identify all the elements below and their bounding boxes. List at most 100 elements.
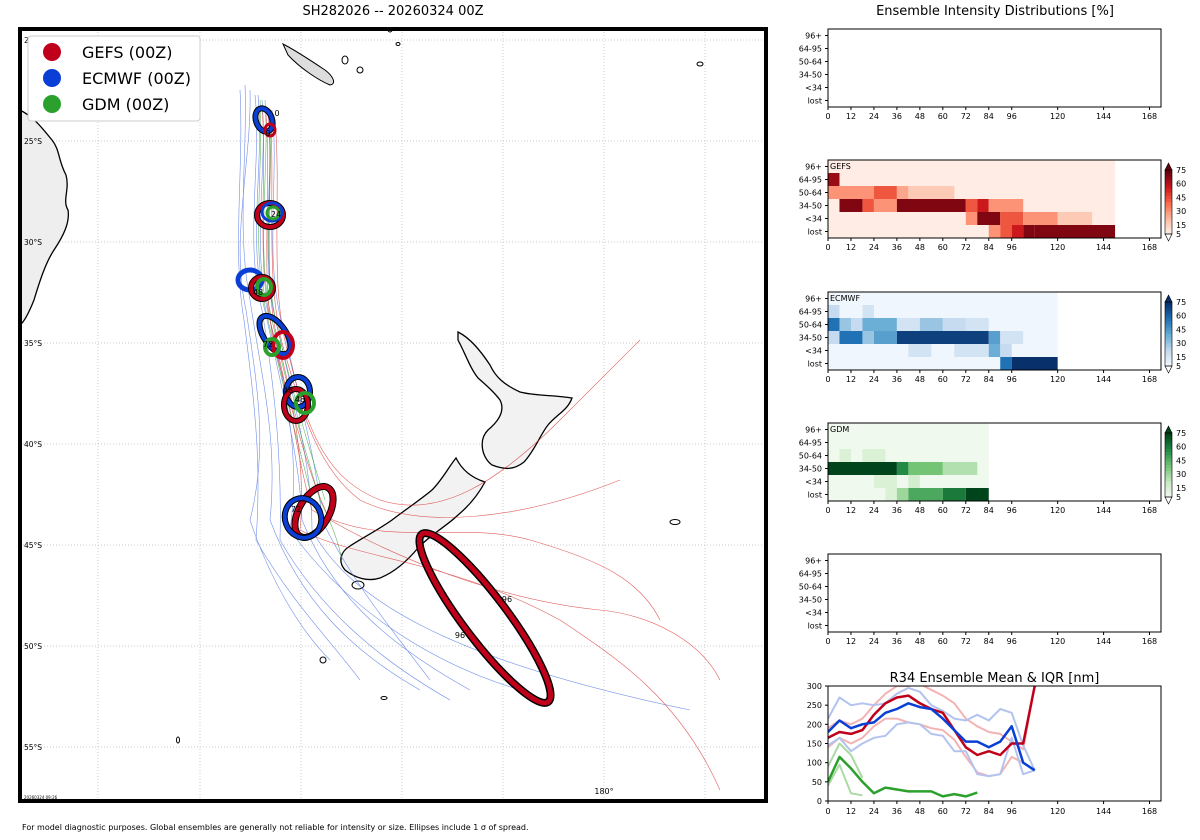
heat-cell — [828, 186, 851, 199]
label-96h-b: 96 — [455, 631, 465, 640]
legend-ecmwf-label: ECMWF (00Z) — [82, 69, 191, 88]
australia-landmass — [20, 109, 70, 326]
heat-cell — [839, 331, 863, 344]
heat-bg-row — [828, 344, 1058, 357]
colorbar-tick-label: 30 — [1176, 470, 1186, 479]
heat-cell — [1000, 225, 1012, 238]
ytick-label: 64-95 — [799, 176, 822, 185]
heat-cell — [1034, 225, 1116, 238]
legend-gefs-label: GEFS (00Z) — [82, 43, 172, 62]
colorbar-step — [1165, 477, 1172, 482]
heat-cell — [862, 331, 874, 344]
xtick-label: 24 — [869, 637, 879, 646]
xtick-label: 36 — [892, 112, 902, 121]
lat-30s: 30°S — [24, 238, 42, 247]
heat-bg-row — [828, 475, 989, 488]
label-96h-a: 96 — [502, 595, 512, 604]
colorbar-step — [1165, 433, 1172, 437]
footnote: For model diagnostic purposes. Global en… — [22, 823, 529, 832]
heat-cell — [988, 344, 1001, 357]
legend-gefs-marker — [43, 43, 61, 61]
heat-cell — [873, 475, 897, 488]
ellipse-labels: 0 0 24 48 72 48 48 72 96 96 — [253, 109, 512, 640]
panel-frame — [827, 291, 1162, 371]
xtick-label: 84 — [984, 375, 994, 384]
heat-cell — [988, 199, 1024, 212]
heat-bg-row — [828, 305, 1058, 318]
heat-cell — [828, 173, 840, 186]
ytick-label: lost — [808, 622, 822, 631]
xtick-label: 0 — [825, 243, 830, 252]
xtick-label: 48 — [915, 243, 925, 252]
ytick-label: 50-64 — [799, 189, 822, 198]
panel-frame — [827, 159, 1162, 239]
series-gefs-q3 — [828, 686, 1036, 751]
colorbar-gdm: 515 30 45 60 75 — [1164, 425, 1186, 505]
ytick-label: lost — [808, 491, 822, 500]
heat-cell — [839, 199, 863, 212]
colorbar-step — [1165, 487, 1172, 492]
xtick-label: 48 — [915, 506, 925, 515]
heat-cell — [1023, 212, 1058, 225]
xtick-label: 12 — [846, 637, 856, 646]
colorbar-step — [1165, 493, 1172, 498]
colorbar-step — [1165, 182, 1172, 187]
series-gdm-q3 — [828, 742, 864, 779]
colorbar-step — [1165, 308, 1172, 313]
panel-label: GDM — [830, 425, 849, 434]
heat-cell — [1000, 212, 1024, 225]
heat-cell — [1000, 357, 1012, 370]
xtick-label: 36 — [892, 637, 902, 646]
r34-xtick-label: 36 — [892, 807, 902, 816]
xtick-label: 36 — [892, 375, 902, 384]
heat-cell — [1057, 212, 1093, 225]
xtick-label: 48 — [915, 637, 925, 646]
series-gdm-q1 — [828, 763, 863, 797]
ytick-label: lost — [808, 97, 822, 106]
colorbar-top-arrow — [1164, 162, 1173, 171]
colorbar-bottom-arrow — [1164, 233, 1173, 242]
ytick-label: 96+ — [805, 32, 822, 41]
heat-cell — [954, 344, 989, 357]
lat-40s: 40°S — [24, 440, 42, 449]
ytick-label: 50-64 — [799, 583, 822, 592]
map-title: SH282026 -- 20260324 00Z — [302, 4, 484, 19]
colorbar-top-arrow — [1164, 425, 1173, 434]
ytick-label: 50-64 — [799, 321, 822, 330]
panel-label: GEFS — [830, 162, 851, 171]
heat-cell — [828, 462, 897, 475]
xtick-label: 36 — [892, 506, 902, 515]
r34-ytick-label: 300 — [807, 682, 822, 691]
xtick-label: 48 — [915, 112, 925, 121]
lat-35s: 35°S — [24, 339, 42, 348]
heat-cell — [862, 199, 874, 212]
heat-cell — [919, 318, 943, 331]
colorbar-step — [1165, 305, 1172, 309]
colorbar-step — [1165, 458, 1172, 463]
xtick-label: 84 — [984, 637, 994, 646]
heat-cell — [1000, 331, 1024, 344]
colorbar-frame — [1164, 432, 1173, 498]
colorbar-tick-label: 60 — [1176, 443, 1186, 452]
ytick-label: 64-95 — [799, 45, 822, 54]
lat-45s: 45°S — [24, 541, 42, 550]
heat-cell — [1011, 357, 1058, 370]
colorbar-step — [1165, 346, 1172, 351]
map-frame — [18, 27, 768, 803]
colorbar-step — [1165, 198, 1172, 203]
r34-ytick-label: 0 — [817, 797, 822, 806]
heat-cell — [1000, 344, 1012, 357]
xtick-label: 12 — [846, 506, 856, 515]
xtick-label: 24 — [869, 506, 879, 515]
ytick-label: 50-64 — [799, 452, 822, 461]
ytick-label: <34 — [805, 609, 822, 618]
ytick-label: 96+ — [805, 557, 822, 566]
colorbar-tick-label: 45 — [1176, 193, 1186, 202]
colorbar-tick-label: 15 — [1176, 353, 1186, 362]
colorbar-step — [1165, 179, 1172, 184]
colorbar-step — [1165, 214, 1172, 219]
label-24h: 24 — [271, 210, 281, 219]
colorbar-step — [1165, 211, 1172, 216]
xtick-label: 168 — [1142, 112, 1157, 121]
